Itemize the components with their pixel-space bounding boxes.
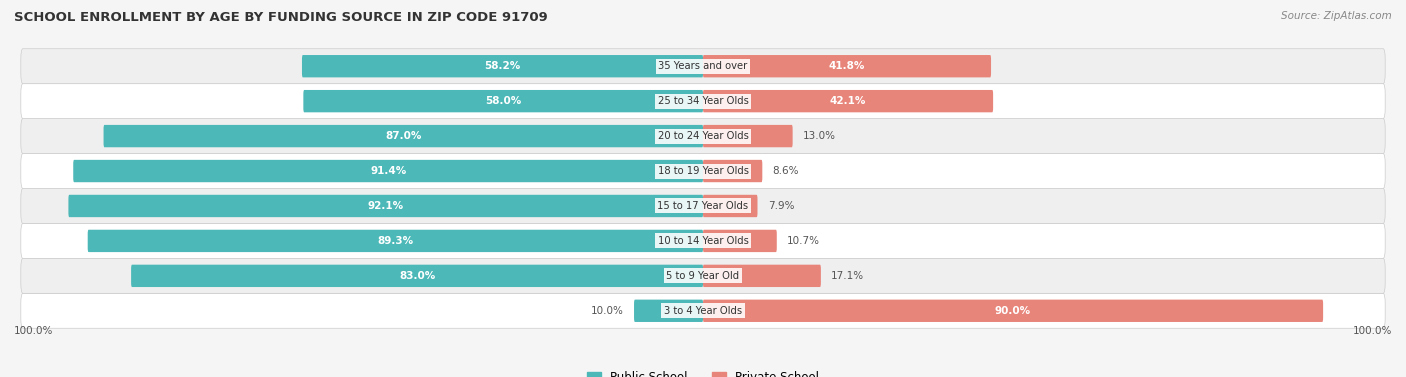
FancyBboxPatch shape bbox=[73, 160, 703, 182]
Text: 90.0%: 90.0% bbox=[995, 306, 1031, 316]
Text: 7.9%: 7.9% bbox=[768, 201, 794, 211]
Text: 17.1%: 17.1% bbox=[831, 271, 865, 281]
Text: 92.1%: 92.1% bbox=[368, 201, 404, 211]
FancyBboxPatch shape bbox=[21, 293, 1385, 328]
Text: 5 to 9 Year Old: 5 to 9 Year Old bbox=[666, 271, 740, 281]
Text: 42.1%: 42.1% bbox=[830, 96, 866, 106]
Text: 91.4%: 91.4% bbox=[370, 166, 406, 176]
FancyBboxPatch shape bbox=[21, 84, 1385, 119]
FancyBboxPatch shape bbox=[21, 49, 1385, 84]
Text: 15 to 17 Year Olds: 15 to 17 Year Olds bbox=[658, 201, 748, 211]
Text: 100.0%: 100.0% bbox=[14, 326, 53, 336]
Text: 18 to 19 Year Olds: 18 to 19 Year Olds bbox=[658, 166, 748, 176]
FancyBboxPatch shape bbox=[21, 153, 1385, 188]
Text: 10.7%: 10.7% bbox=[787, 236, 820, 246]
Text: SCHOOL ENROLLMENT BY AGE BY FUNDING SOURCE IN ZIP CODE 91709: SCHOOL ENROLLMENT BY AGE BY FUNDING SOUR… bbox=[14, 11, 548, 24]
Text: 58.0%: 58.0% bbox=[485, 96, 522, 106]
FancyBboxPatch shape bbox=[69, 195, 703, 217]
Text: 35 Years and over: 35 Years and over bbox=[658, 61, 748, 71]
Text: 3 to 4 Year Olds: 3 to 4 Year Olds bbox=[664, 306, 742, 316]
FancyBboxPatch shape bbox=[703, 265, 821, 287]
FancyBboxPatch shape bbox=[703, 195, 758, 217]
FancyBboxPatch shape bbox=[21, 188, 1385, 224]
Text: 83.0%: 83.0% bbox=[399, 271, 436, 281]
Text: 89.3%: 89.3% bbox=[377, 236, 413, 246]
FancyBboxPatch shape bbox=[87, 230, 703, 252]
Text: 41.8%: 41.8% bbox=[828, 61, 865, 71]
Text: 10.0%: 10.0% bbox=[591, 306, 624, 316]
FancyBboxPatch shape bbox=[302, 55, 703, 77]
FancyBboxPatch shape bbox=[634, 300, 703, 322]
FancyBboxPatch shape bbox=[21, 224, 1385, 258]
FancyBboxPatch shape bbox=[703, 55, 991, 77]
FancyBboxPatch shape bbox=[703, 230, 776, 252]
Text: 20 to 24 Year Olds: 20 to 24 Year Olds bbox=[658, 131, 748, 141]
Text: 13.0%: 13.0% bbox=[803, 131, 837, 141]
Text: 25 to 34 Year Olds: 25 to 34 Year Olds bbox=[658, 96, 748, 106]
Text: 58.2%: 58.2% bbox=[485, 61, 520, 71]
FancyBboxPatch shape bbox=[703, 125, 793, 147]
FancyBboxPatch shape bbox=[703, 160, 762, 182]
FancyBboxPatch shape bbox=[21, 258, 1385, 293]
Text: Source: ZipAtlas.com: Source: ZipAtlas.com bbox=[1281, 11, 1392, 21]
FancyBboxPatch shape bbox=[703, 300, 1323, 322]
Legend: Public School, Private School: Public School, Private School bbox=[582, 366, 824, 377]
FancyBboxPatch shape bbox=[104, 125, 703, 147]
FancyBboxPatch shape bbox=[21, 119, 1385, 153]
FancyBboxPatch shape bbox=[131, 265, 703, 287]
Text: 87.0%: 87.0% bbox=[385, 131, 422, 141]
FancyBboxPatch shape bbox=[304, 90, 703, 112]
FancyBboxPatch shape bbox=[703, 90, 993, 112]
Text: 10 to 14 Year Olds: 10 to 14 Year Olds bbox=[658, 236, 748, 246]
Text: 100.0%: 100.0% bbox=[1353, 326, 1392, 336]
Text: 8.6%: 8.6% bbox=[772, 166, 799, 176]
